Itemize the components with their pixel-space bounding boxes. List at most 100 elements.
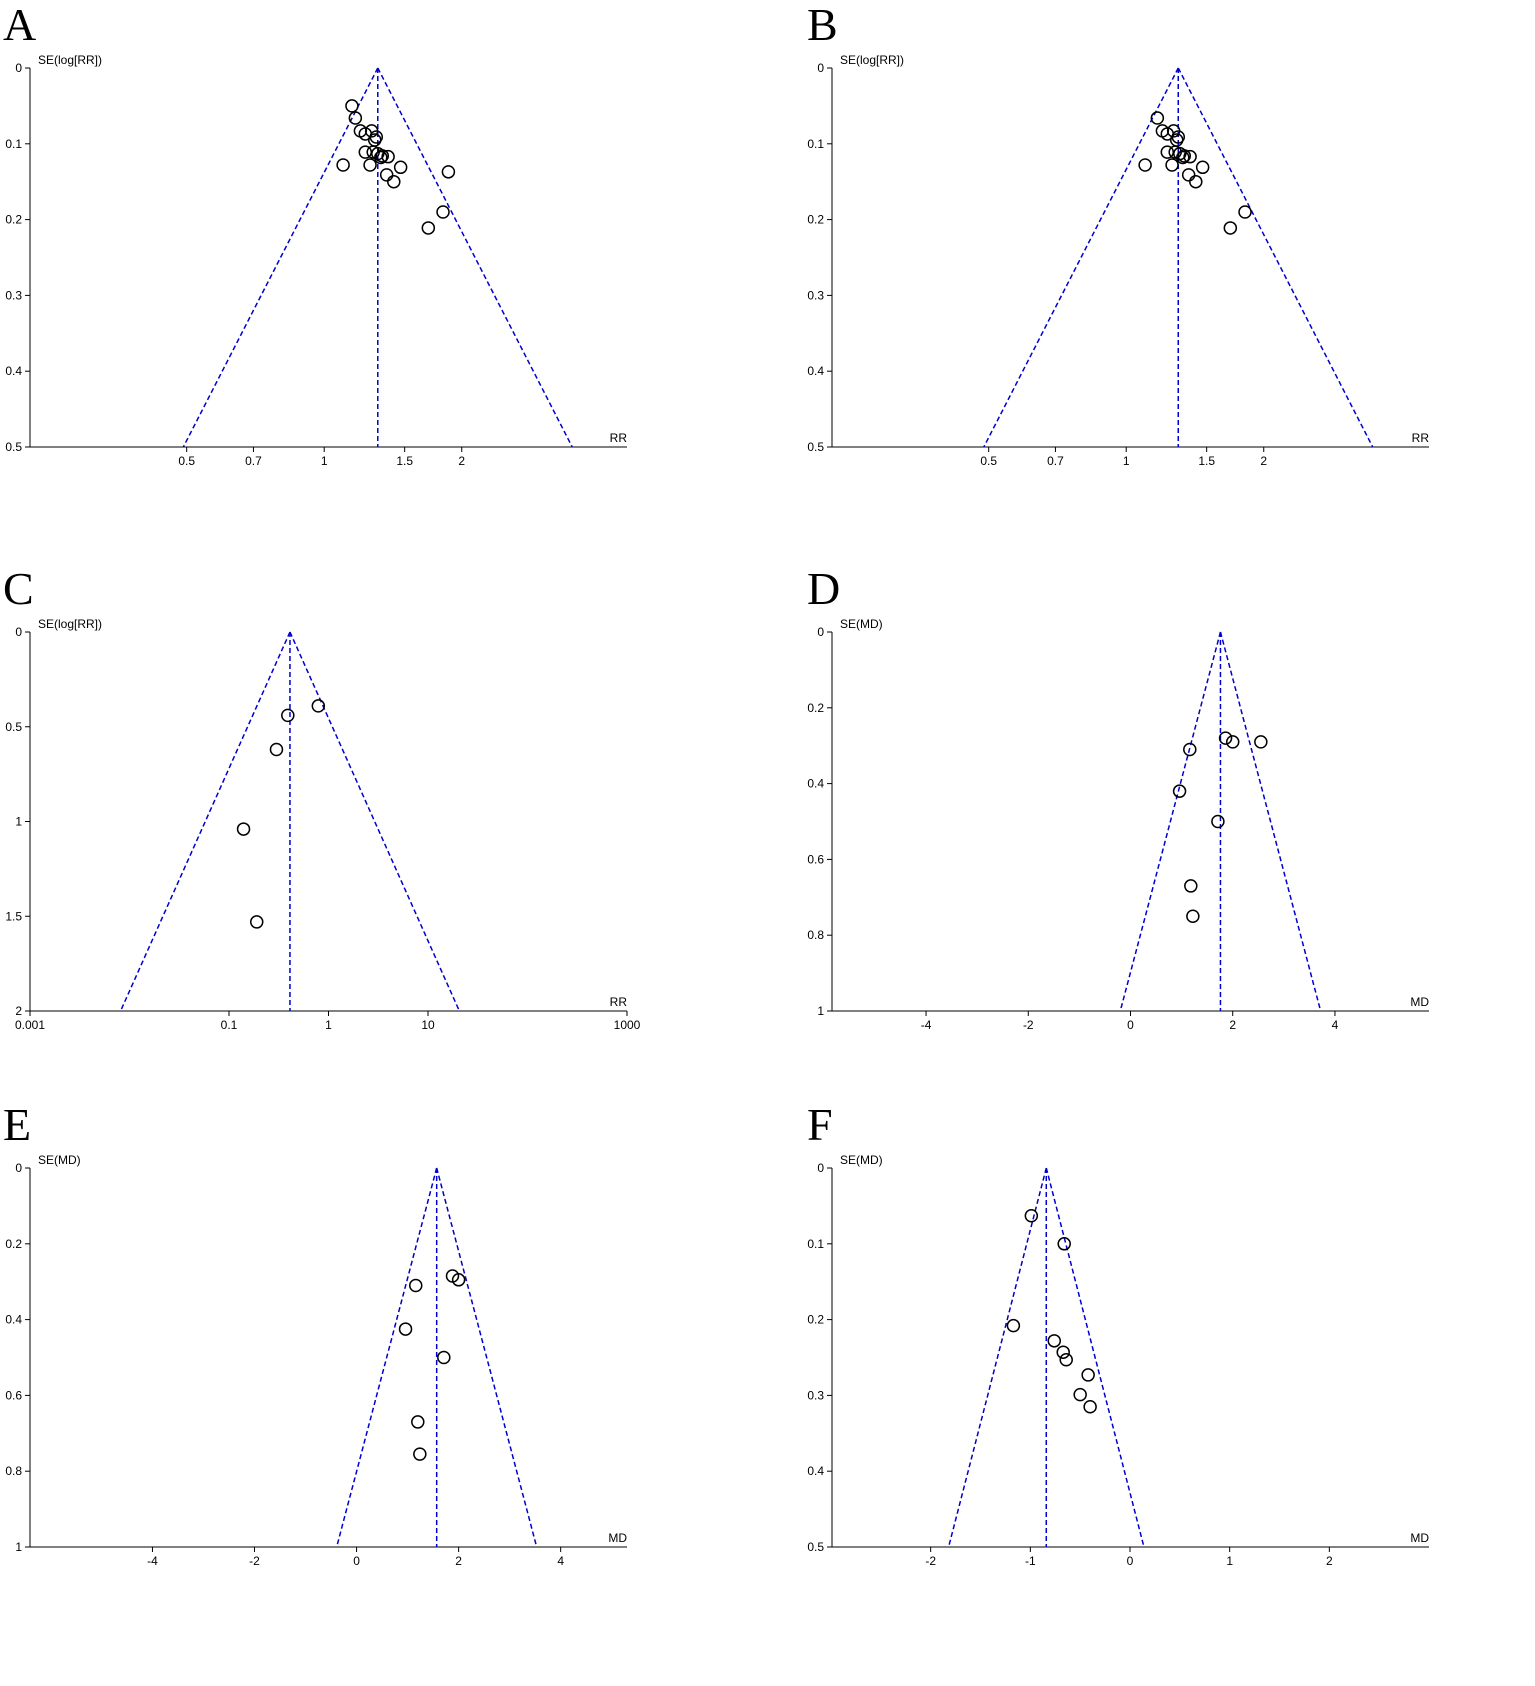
x-tick-label: 0.1 — [221, 1018, 238, 1032]
study-point — [1225, 735, 1240, 749]
y-tick-label: 0.1 — [5, 137, 22, 151]
x-tick-label: 2 — [458, 454, 465, 468]
funnel-line — [1219, 631, 1322, 1012]
study-point — [1189, 174, 1203, 189]
study-point — [363, 158, 377, 172]
y-axis-label: SE(log[RR]) — [38, 53, 102, 67]
study-point — [1057, 1237, 1071, 1251]
x-tick-label: 10 — [421, 1018, 435, 1032]
study-point — [1150, 111, 1165, 125]
x-tick-label: 2 — [1229, 1018, 1236, 1032]
y-tick-label: 0.5 — [807, 1540, 824, 1554]
study-point — [441, 165, 456, 179]
study-point — [451, 1273, 466, 1287]
funnel-line — [119, 631, 291, 1012]
y-tick-label: 0.2 — [5, 1237, 22, 1251]
study-point — [1238, 205, 1252, 219]
study-point — [1177, 149, 1192, 163]
y-tick-label: 0 — [817, 61, 824, 75]
y-axis-label: SE(MD) — [38, 1153, 81, 1167]
study-point — [387, 174, 401, 189]
y-tick-label: 0.4 — [807, 364, 824, 378]
y-tick-label: 0.4 — [5, 1313, 22, 1327]
study-point — [1254, 735, 1268, 749]
x-tick-label: 4 — [557, 1554, 564, 1568]
study-point — [1006, 1318, 1021, 1333]
study-point — [1138, 158, 1152, 172]
x-tick-label: -4 — [921, 1018, 932, 1032]
y-axis-label: SE(log[RR]) — [840, 53, 904, 67]
y-tick-label: 2 — [15, 1004, 22, 1018]
x-tick-label: -4 — [147, 1554, 158, 1568]
y-tick-label: 1.5 — [5, 909, 22, 923]
x-tick-label: -2 — [249, 1554, 260, 1568]
funnel-line — [182, 67, 379, 448]
x-tick-label: 0.7 — [245, 454, 262, 468]
x-tick-label: -1 — [1025, 1554, 1036, 1568]
y-tick-label: 0.3 — [5, 288, 22, 302]
study-point — [1195, 160, 1210, 175]
y-tick-label: 0 — [15, 625, 22, 639]
x-tick-label: 1 — [321, 454, 328, 468]
funnel-line — [1045, 1167, 1145, 1548]
x-tick-label: 2 — [1326, 1554, 1333, 1568]
y-tick-label: 0.8 — [5, 1464, 22, 1478]
y-tick-label: 0.1 — [807, 137, 824, 151]
study-point — [436, 205, 450, 219]
funnel-line — [335, 1167, 438, 1548]
study-point — [1047, 1334, 1062, 1348]
x-tick-label: 1000 — [614, 1018, 641, 1032]
y-tick-label: 0.4 — [807, 1464, 824, 1478]
study-point — [1165, 158, 1179, 172]
x-tick-label: 0.5 — [980, 454, 997, 468]
study-point — [374, 150, 388, 165]
y-tick-label: 0.5 — [5, 720, 22, 734]
study-point — [1056, 1345, 1070, 1359]
study-point — [345, 99, 359, 113]
y-tick-label: 0.4 — [5, 364, 22, 378]
study-point — [379, 168, 394, 182]
funnel-line — [1177, 67, 1374, 448]
x-tick-label: -2 — [1023, 1018, 1034, 1032]
y-tick-label: 0.2 — [807, 1313, 824, 1327]
y-tick-label: 0 — [15, 1161, 22, 1175]
y-tick-label: 0.6 — [5, 1388, 22, 1402]
y-tick-label: 0.4 — [807, 777, 824, 791]
x-tick-label: 2 — [1260, 454, 1267, 468]
x-tick-label: 0.001 — [15, 1018, 45, 1032]
study-point — [281, 708, 295, 723]
y-axis-label: SE(log[RR]) — [38, 617, 102, 631]
x-axis-label: MD — [1410, 995, 1429, 1009]
panel-letter: B — [807, 0, 838, 50]
study-point — [1218, 731, 1233, 745]
study-point — [249, 915, 264, 929]
x-tick-label: 1 — [1123, 454, 1130, 468]
y-tick-label: 0.6 — [807, 852, 824, 866]
study-point — [1172, 784, 1187, 798]
x-tick-label: 1 — [325, 1018, 332, 1032]
y-tick-label: 0.1 — [807, 1237, 824, 1251]
x-tick-label: 1.5 — [1198, 454, 1215, 468]
y-tick-label: 0.5 — [807, 440, 824, 454]
x-tick-label: 1 — [1226, 1554, 1233, 1568]
funnel-line — [377, 67, 573, 448]
y-tick-label: 0.5 — [5, 440, 22, 454]
x-axis-label: MD — [608, 1531, 627, 1545]
x-axis-label: RR — [610, 431, 628, 445]
study-point — [1073, 1387, 1087, 1402]
y-tick-label: 1 — [15, 815, 22, 829]
y-tick-label: 0.2 — [807, 213, 824, 227]
study-point — [1081, 1368, 1095, 1382]
funnel-line — [983, 67, 1179, 448]
y-axis-label: SE(MD) — [840, 1153, 883, 1167]
study-point — [1059, 1353, 1073, 1367]
panel-letter: D — [807, 563, 840, 614]
x-tick-label: 0.7 — [1047, 454, 1064, 468]
study-point — [348, 111, 363, 125]
study-point — [413, 1447, 427, 1461]
y-tick-label: 0 — [15, 61, 22, 75]
y-tick-label: 0.2 — [807, 701, 824, 715]
study-point — [437, 1350, 451, 1365]
study-point — [421, 221, 436, 235]
study-point — [1211, 814, 1225, 829]
